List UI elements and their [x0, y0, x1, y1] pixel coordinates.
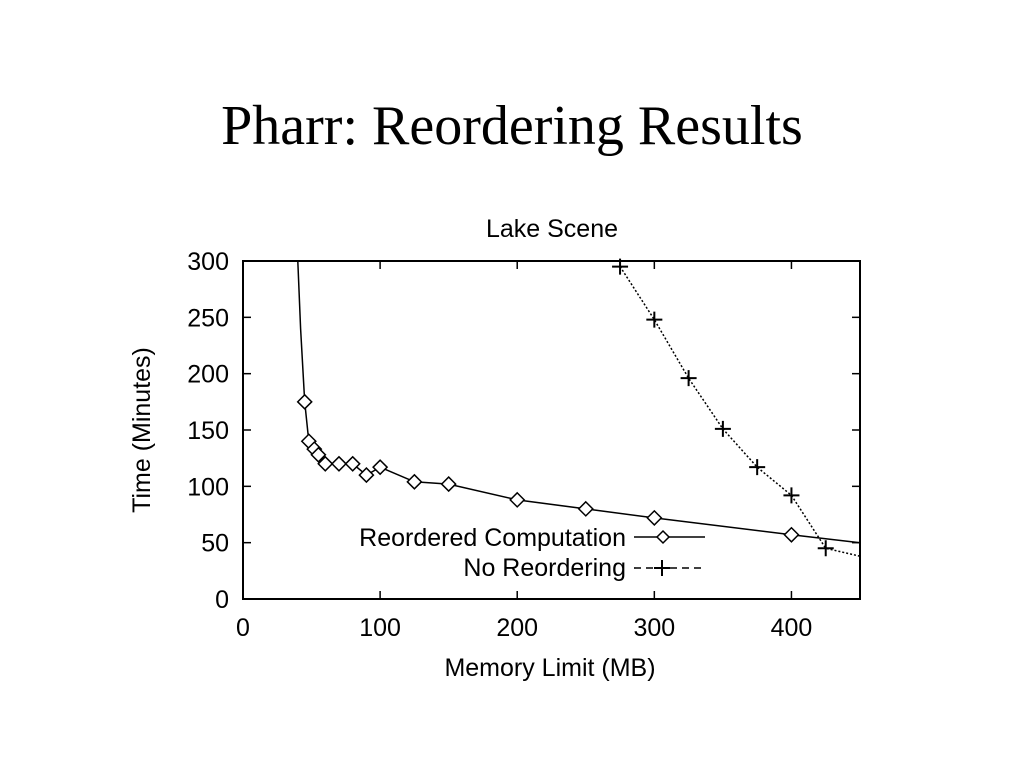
x-tick-label: 100: [359, 614, 401, 642]
legend-label-reordered: Reordered Computation: [359, 524, 626, 552]
series-line-no-reordering: [619, 266, 861, 557]
chart-title: Lake Scene: [486, 215, 618, 243]
data-point-reordered-computation: [509, 491, 526, 508]
axis-ticks: 0 100 200 300 400 0 50 100 150 200 250 300: [187, 248, 860, 642]
x-tick-label: 0: [236, 614, 250, 642]
y-tick-label: 150: [187, 417, 229, 445]
data-point-no-reordering: [783, 487, 800, 504]
x-tick-label: 200: [496, 614, 538, 642]
x-tick-label: 400: [771, 614, 813, 642]
legend-label-no-reordering: No Reordering: [463, 554, 626, 582]
data-point-reordered-computation: [310, 446, 327, 463]
data-point-reordered-computation: [317, 455, 334, 472]
data-point-reordered-computation: [646, 509, 663, 526]
data-point-reordered-computation: [372, 459, 389, 476]
data-point-no-reordering: [749, 459, 766, 476]
series-layer: [296, 258, 861, 557]
y-tick-label: 0: [215, 586, 229, 614]
y-tick-label: 200: [187, 361, 229, 389]
data-point-reordered-computation: [344, 455, 361, 472]
data-point-no-reordering: [817, 540, 834, 557]
slide-title: Pharr: Reordering Results: [221, 95, 803, 157]
data-point-no-reordering: [612, 258, 629, 275]
legend-marker-no-reordering: [654, 560, 670, 576]
data-point-no-reordering: [646, 311, 663, 328]
legend: Reordered Computation No Reordering: [359, 524, 705, 582]
data-point-no-reordering: [680, 370, 697, 387]
legend-marker-reordered: [655, 529, 671, 545]
x-axis-label: Memory Limit (MB): [444, 654, 655, 682]
x-tick-label: 300: [633, 614, 675, 642]
y-tick-label: 250: [187, 304, 229, 332]
y-axis-label: Time (Minutes): [128, 347, 156, 513]
data-point-reordered-computation: [440, 476, 457, 493]
data-point-reordered-computation: [296, 393, 313, 410]
data-point-reordered-computation: [358, 467, 375, 484]
y-tick-label: 100: [187, 473, 229, 501]
data-point-reordered-computation: [406, 473, 423, 490]
data-point-no-reordering: [714, 420, 731, 437]
y-tick-label: 50: [201, 530, 229, 558]
series-line-reordered-computation: [297, 260, 861, 544]
y-tick-label: 300: [187, 248, 229, 276]
data-point-reordered-computation: [330, 455, 348, 472]
data-point-reordered-computation: [783, 526, 800, 543]
data-point-reordered-computation: [577, 500, 594, 517]
